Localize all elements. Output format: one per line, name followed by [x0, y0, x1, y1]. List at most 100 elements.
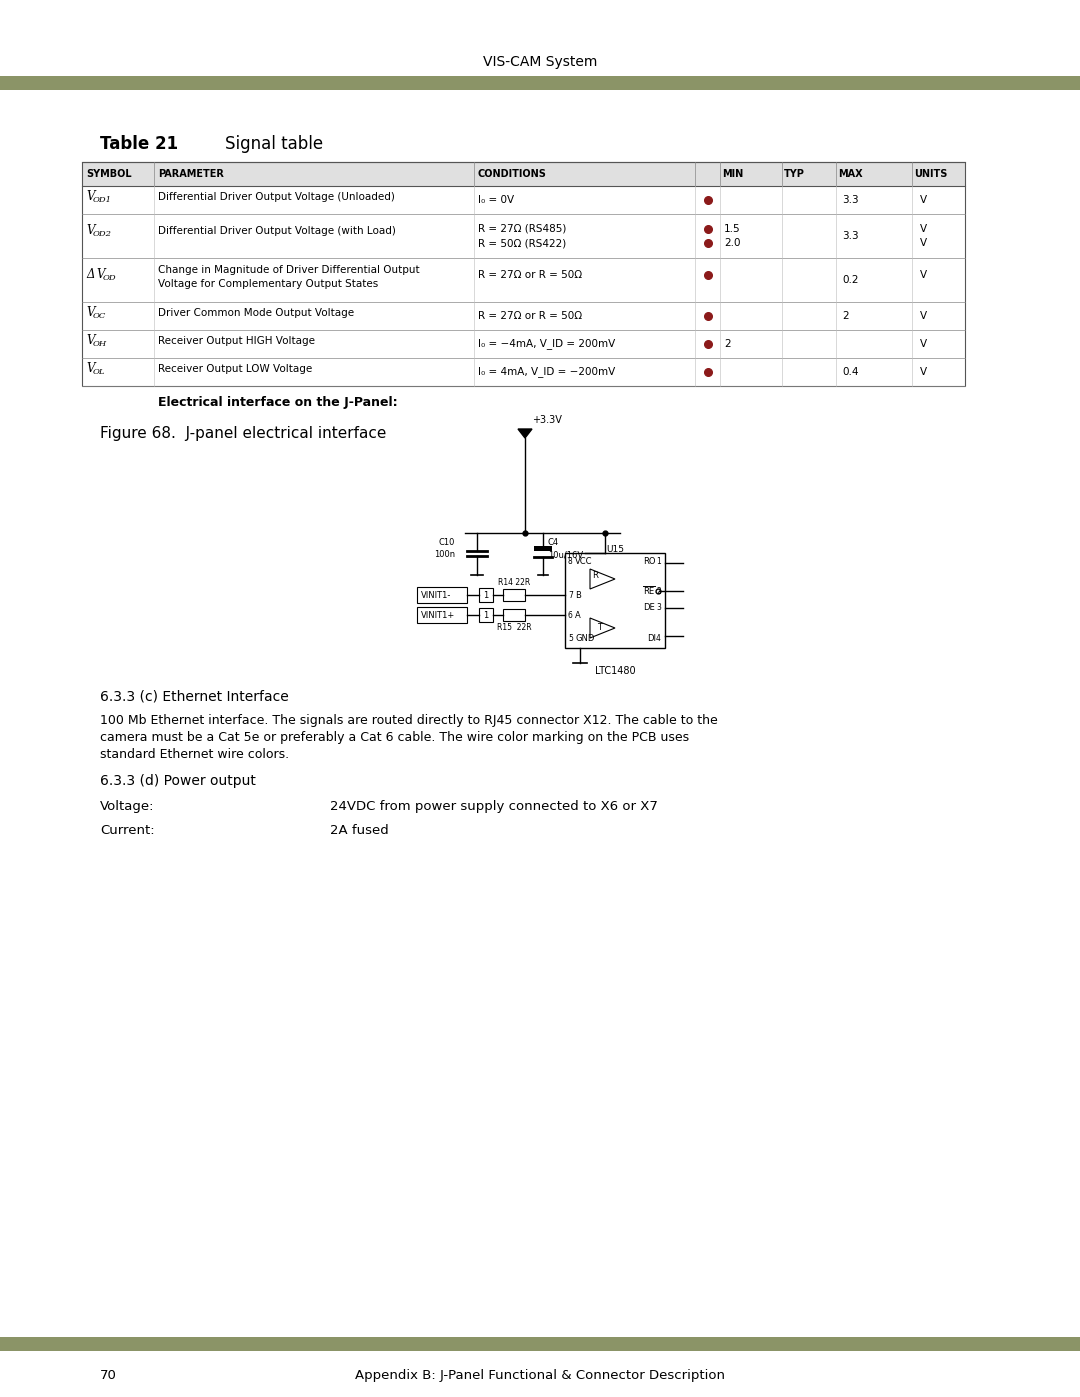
Text: V: V — [920, 239, 927, 249]
Text: R = 27Ω or R = 50Ω: R = 27Ω or R = 50Ω — [478, 312, 582, 321]
Text: R = 27Ω or R = 50Ω: R = 27Ω or R = 50Ω — [478, 270, 582, 279]
Bar — [417, 587, 467, 604]
Polygon shape — [518, 429, 532, 439]
Bar — [0, 1337, 1080, 1351]
Text: SYMBOL: SYMBOL — [86, 169, 132, 179]
Text: 0.4: 0.4 — [842, 367, 859, 377]
Text: R: R — [592, 571, 598, 581]
Text: V: V — [920, 339, 927, 349]
Bar — [503, 609, 525, 622]
Text: OC: OC — [93, 312, 106, 320]
Bar — [534, 546, 552, 550]
Text: OH: OH — [93, 339, 107, 348]
Text: 1: 1 — [484, 591, 488, 599]
Text: 3.3: 3.3 — [842, 196, 859, 205]
Text: 0.2: 0.2 — [842, 275, 859, 285]
Text: PARAMETER: PARAMETER — [158, 169, 224, 179]
Text: Voltage for Complementary Output States: Voltage for Complementary Output States — [158, 279, 378, 289]
Bar — [82, 162, 966, 386]
Text: Differential Driver Output Voltage (with Load): Differential Driver Output Voltage (with… — [158, 226, 396, 236]
Text: 2.0: 2.0 — [724, 239, 741, 249]
Text: VINIT1+: VINIT1+ — [421, 610, 456, 619]
Text: I₀ = −4mA, V_ID = 200mV: I₀ = −4mA, V_ID = 200mV — [478, 338, 616, 349]
Text: Current:: Current: — [100, 824, 154, 837]
Text: V: V — [86, 190, 95, 203]
Bar — [480, 588, 492, 602]
Text: 2: 2 — [724, 339, 731, 349]
Text: R15  22R: R15 22R — [497, 623, 531, 631]
Text: V: V — [920, 367, 927, 377]
Text: 100 Mb Ethernet interface. The signals are routed directly to RJ45 connector X12: 100 Mb Ethernet interface. The signals a… — [100, 714, 718, 726]
Text: Driver Common Mode Output Voltage: Driver Common Mode Output Voltage — [158, 307, 354, 317]
Text: 1.5: 1.5 — [724, 224, 741, 233]
Text: UNITS: UNITS — [914, 169, 947, 179]
Text: V: V — [920, 312, 927, 321]
Text: V: V — [86, 306, 95, 319]
Text: V: V — [920, 196, 927, 205]
Text: Electrical interface on the J-Panel:: Electrical interface on the J-Panel: — [158, 395, 397, 409]
Text: DI: DI — [647, 634, 656, 643]
Text: A: A — [575, 610, 581, 619]
Text: CONDITIONS: CONDITIONS — [478, 169, 546, 179]
Text: TYP: TYP — [784, 169, 805, 179]
Text: VINIT1-: VINIT1- — [421, 591, 451, 599]
Text: Figure 68.  J-panel electrical interface: Figure 68. J-panel electrical interface — [100, 426, 387, 441]
Text: U15: U15 — [606, 545, 624, 555]
Text: +3.3V: +3.3V — [532, 415, 562, 425]
Text: V: V — [920, 270, 927, 279]
Text: V: V — [920, 224, 927, 233]
Bar — [480, 608, 492, 622]
Text: I₀ = 0V: I₀ = 0V — [478, 196, 514, 205]
Text: VCC: VCC — [575, 557, 593, 566]
Text: 100n: 100n — [434, 550, 455, 559]
Text: 2: 2 — [842, 312, 849, 321]
Text: Δ: Δ — [86, 268, 95, 281]
Text: R = 50Ω (RS422): R = 50Ω (RS422) — [478, 239, 566, 249]
Text: Signal table: Signal table — [225, 136, 323, 154]
Text: T: T — [597, 623, 603, 633]
Text: 6: 6 — [568, 610, 572, 619]
Text: 3: 3 — [657, 604, 661, 612]
Text: Change in Magnitude of Driver Differential Output: Change in Magnitude of Driver Differenti… — [158, 265, 420, 275]
Text: camera must be a Cat 5e or preferably a Cat 6 cable. The wire color marking on t: camera must be a Cat 5e or preferably a … — [100, 731, 689, 745]
Text: C4: C4 — [548, 538, 559, 548]
Text: C10: C10 — [438, 538, 455, 548]
Text: 6.3.3 (c) Ethernet Interface: 6.3.3 (c) Ethernet Interface — [100, 690, 288, 704]
Bar — [565, 553, 665, 648]
Text: DE: DE — [643, 604, 654, 612]
Text: B: B — [575, 591, 581, 599]
Text: OD2: OD2 — [93, 229, 112, 237]
Text: V: V — [86, 362, 95, 376]
Text: OD1: OD1 — [93, 196, 112, 204]
Text: Receiver Output LOW Voltage: Receiver Output LOW Voltage — [158, 363, 312, 373]
Text: 70: 70 — [100, 1369, 117, 1382]
Text: 4: 4 — [657, 634, 661, 643]
Text: LTC1480: LTC1480 — [595, 666, 635, 676]
Text: 5: 5 — [568, 634, 572, 643]
Text: 2: 2 — [657, 587, 661, 595]
Text: MIN: MIN — [723, 169, 743, 179]
Bar — [82, 162, 966, 186]
Text: standard Ethernet wire colors.: standard Ethernet wire colors. — [100, 747, 289, 761]
Text: MAX: MAX — [838, 169, 863, 179]
Text: V: V — [86, 225, 95, 237]
Text: 6.3.3 (d) Power output: 6.3.3 (d) Power output — [100, 774, 256, 788]
Text: Voltage:: Voltage: — [100, 800, 154, 813]
Bar — [0, 75, 1080, 89]
Text: 8: 8 — [568, 557, 572, 566]
Text: 2A fused: 2A fused — [330, 824, 389, 837]
Text: Appendix B: J-Panel Functional & Connector Description: Appendix B: J-Panel Functional & Connect… — [355, 1369, 725, 1382]
Bar — [503, 590, 525, 601]
Text: OL: OL — [93, 367, 106, 376]
Text: 7: 7 — [568, 591, 572, 599]
Text: RO: RO — [643, 557, 656, 566]
Text: V: V — [86, 334, 95, 346]
Text: R = 27Ω (RS485): R = 27Ω (RS485) — [478, 224, 566, 233]
Text: 3.3: 3.3 — [842, 231, 859, 242]
Text: 1: 1 — [484, 610, 488, 619]
Text: OD: OD — [103, 274, 117, 282]
Text: 24VDC from power supply connected to X6 or X7: 24VDC from power supply connected to X6 … — [330, 800, 658, 813]
Text: Table 21: Table 21 — [100, 136, 178, 154]
Text: VIS-CAM System: VIS-CAM System — [483, 54, 597, 68]
Text: 1: 1 — [657, 557, 661, 566]
